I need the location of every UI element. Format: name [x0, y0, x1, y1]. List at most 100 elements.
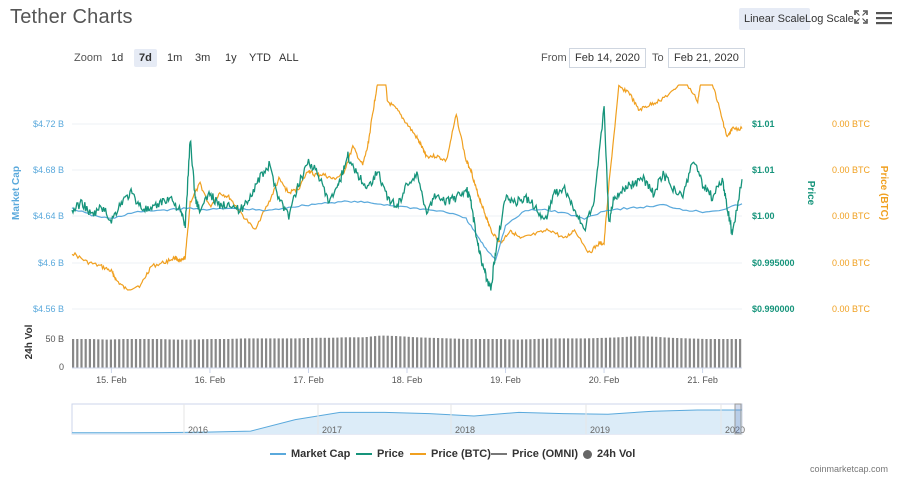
volume-bar	[453, 338, 456, 368]
zoom-1d-button[interactable]: 1d	[111, 52, 124, 64]
legend-item[interactable]: Market Cap	[270, 448, 350, 460]
volume-bar	[176, 339, 180, 368]
volume-bar	[684, 338, 687, 368]
log-scale-button[interactable]: Log Scale	[805, 13, 854, 25]
volume-bar	[382, 335, 385, 368]
volume-bar	[386, 335, 389, 368]
to-date-input[interactable]: Feb 21, 2020	[668, 48, 745, 68]
from-date-input[interactable]: Feb 14, 2020	[569, 48, 646, 68]
volume-bar	[285, 338, 289, 368]
volume-bar	[365, 337, 368, 368]
volume-bar	[101, 339, 104, 368]
navigator-handle	[734, 403, 742, 435]
volume-bar	[713, 339, 716, 368]
zoom-1m-button[interactable]: 1m	[167, 52, 183, 64]
volume-bar	[134, 339, 138, 368]
zoom-label: Zoom	[74, 52, 103, 64]
volume-bar	[617, 337, 620, 368]
volume-bar	[361, 337, 364, 368]
volume-bar	[151, 339, 154, 368]
volume-bar	[705, 339, 708, 368]
volume-bar	[709, 339, 712, 368]
volume-bar	[189, 339, 192, 368]
volume-bar	[437, 338, 440, 368]
series-line-price	[71, 106, 743, 291]
volume-bar	[445, 338, 448, 368]
volume-bar	[256, 338, 259, 368]
legend-swatch	[270, 453, 286, 455]
volume-bar	[726, 339, 729, 368]
legend-item[interactable]: Price (BTC)	[410, 448, 491, 460]
volume-bar	[718, 339, 721, 368]
volume-bar	[411, 337, 414, 368]
volume-bar	[214, 339, 217, 368]
volume-bar	[72, 339, 75, 368]
legend-item[interactable]: Price (OMNI)	[491, 448, 578, 460]
fullscreen-icon[interactable]	[854, 10, 868, 24]
legend-swatch	[491, 453, 507, 455]
volume-bar	[730, 339, 733, 368]
volume-bar	[323, 337, 326, 368]
volume-bar	[428, 337, 431, 368]
volume-bar	[680, 338, 683, 368]
volume-bar	[462, 338, 465, 368]
volume-bar	[600, 337, 603, 368]
volume-bar	[109, 339, 112, 368]
volume-bar	[659, 337, 662, 368]
volume-bar	[424, 337, 427, 368]
zoom-all-button[interactable]: ALL	[279, 52, 299, 64]
volume-bar	[525, 339, 528, 368]
volume-bar	[592, 338, 595, 368]
volume-bar	[327, 337, 331, 368]
volume-bar	[168, 339, 171, 368]
volume-bar	[357, 337, 360, 368]
volume-bar	[80, 339, 83, 368]
volume-bar	[353, 337, 356, 368]
volume-bar	[403, 336, 406, 368]
btc-axis-tick-label: 0.00 BTC	[832, 165, 871, 175]
x-axis-tick-label: 21. Feb	[687, 375, 718, 385]
volume-bar	[734, 339, 737, 368]
volume-bar	[231, 338, 234, 368]
volume-bar	[319, 337, 322, 368]
legend-item[interactable]: 24h Vol	[583, 448, 635, 460]
volume-bar	[218, 339, 221, 368]
to-label: To	[652, 52, 664, 64]
zoom-1y-button[interactable]: 1y	[225, 52, 237, 64]
volume-bar	[533, 339, 536, 368]
volume-bar	[227, 339, 230, 368]
zoom-ytd-button[interactable]: YTD	[249, 52, 271, 64]
volume-bar	[625, 336, 628, 368]
volume-bar	[290, 338, 293, 368]
legend-label: Price (OMNI)	[512, 448, 579, 460]
navigator-year-label: 2017	[322, 425, 342, 435]
volume-bar	[596, 338, 599, 368]
volume-bar	[650, 336, 654, 368]
linear-scale-button[interactable]: Linear Scale	[739, 8, 811, 30]
volume-bar	[269, 338, 272, 368]
volume-bar	[575, 338, 578, 368]
volume-bar	[571, 338, 574, 368]
menu-icon[interactable]	[876, 11, 892, 25]
volume-bar	[281, 338, 284, 368]
zoom-3m-button[interactable]: 3m	[195, 52, 211, 64]
volume-bar	[160, 339, 163, 368]
volume-bar	[395, 336, 398, 368]
volume-bar	[172, 339, 175, 368]
volume-bar	[529, 339, 532, 368]
volume-bar	[239, 338, 242, 368]
volume-bar	[478, 339, 482, 368]
volume-bar	[202, 339, 205, 368]
legend-item[interactable]: Price	[356, 448, 404, 460]
x-axis-tick-label: 20. Feb	[589, 375, 620, 385]
volume-axis-tick-label: 50 B	[45, 334, 64, 344]
volume-bar	[84, 339, 87, 368]
volume-bar	[604, 337, 607, 368]
volume-bar	[613, 337, 616, 368]
zoom-7d-button[interactable]: 7d	[134, 49, 157, 67]
x-axis-tick-label: 16. Feb	[195, 375, 226, 385]
volume-bar	[504, 339, 507, 368]
btc-axis-tick-label: 0.00 BTC	[832, 258, 871, 268]
volume-bar	[210, 339, 213, 368]
